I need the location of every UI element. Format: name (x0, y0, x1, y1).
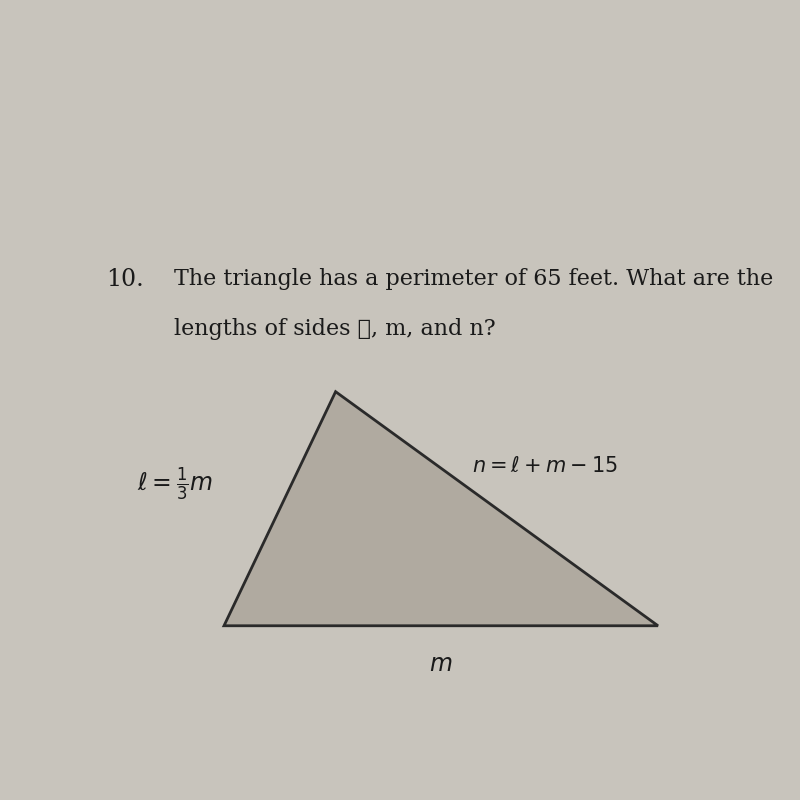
Text: lengths of sides ℓ, m, and n?: lengths of sides ℓ, m, and n? (174, 318, 496, 340)
Text: $\ell = \frac{1}{3}m$: $\ell = \frac{1}{3}m$ (138, 466, 213, 502)
Text: The triangle has a perimeter of 65 feet. What are the: The triangle has a perimeter of 65 feet.… (174, 269, 774, 290)
Text: 10.: 10. (106, 269, 144, 291)
Text: $n = \ell + m - 15$: $n = \ell + m - 15$ (472, 456, 618, 475)
Polygon shape (224, 392, 658, 626)
Text: $m$: $m$ (430, 654, 453, 677)
